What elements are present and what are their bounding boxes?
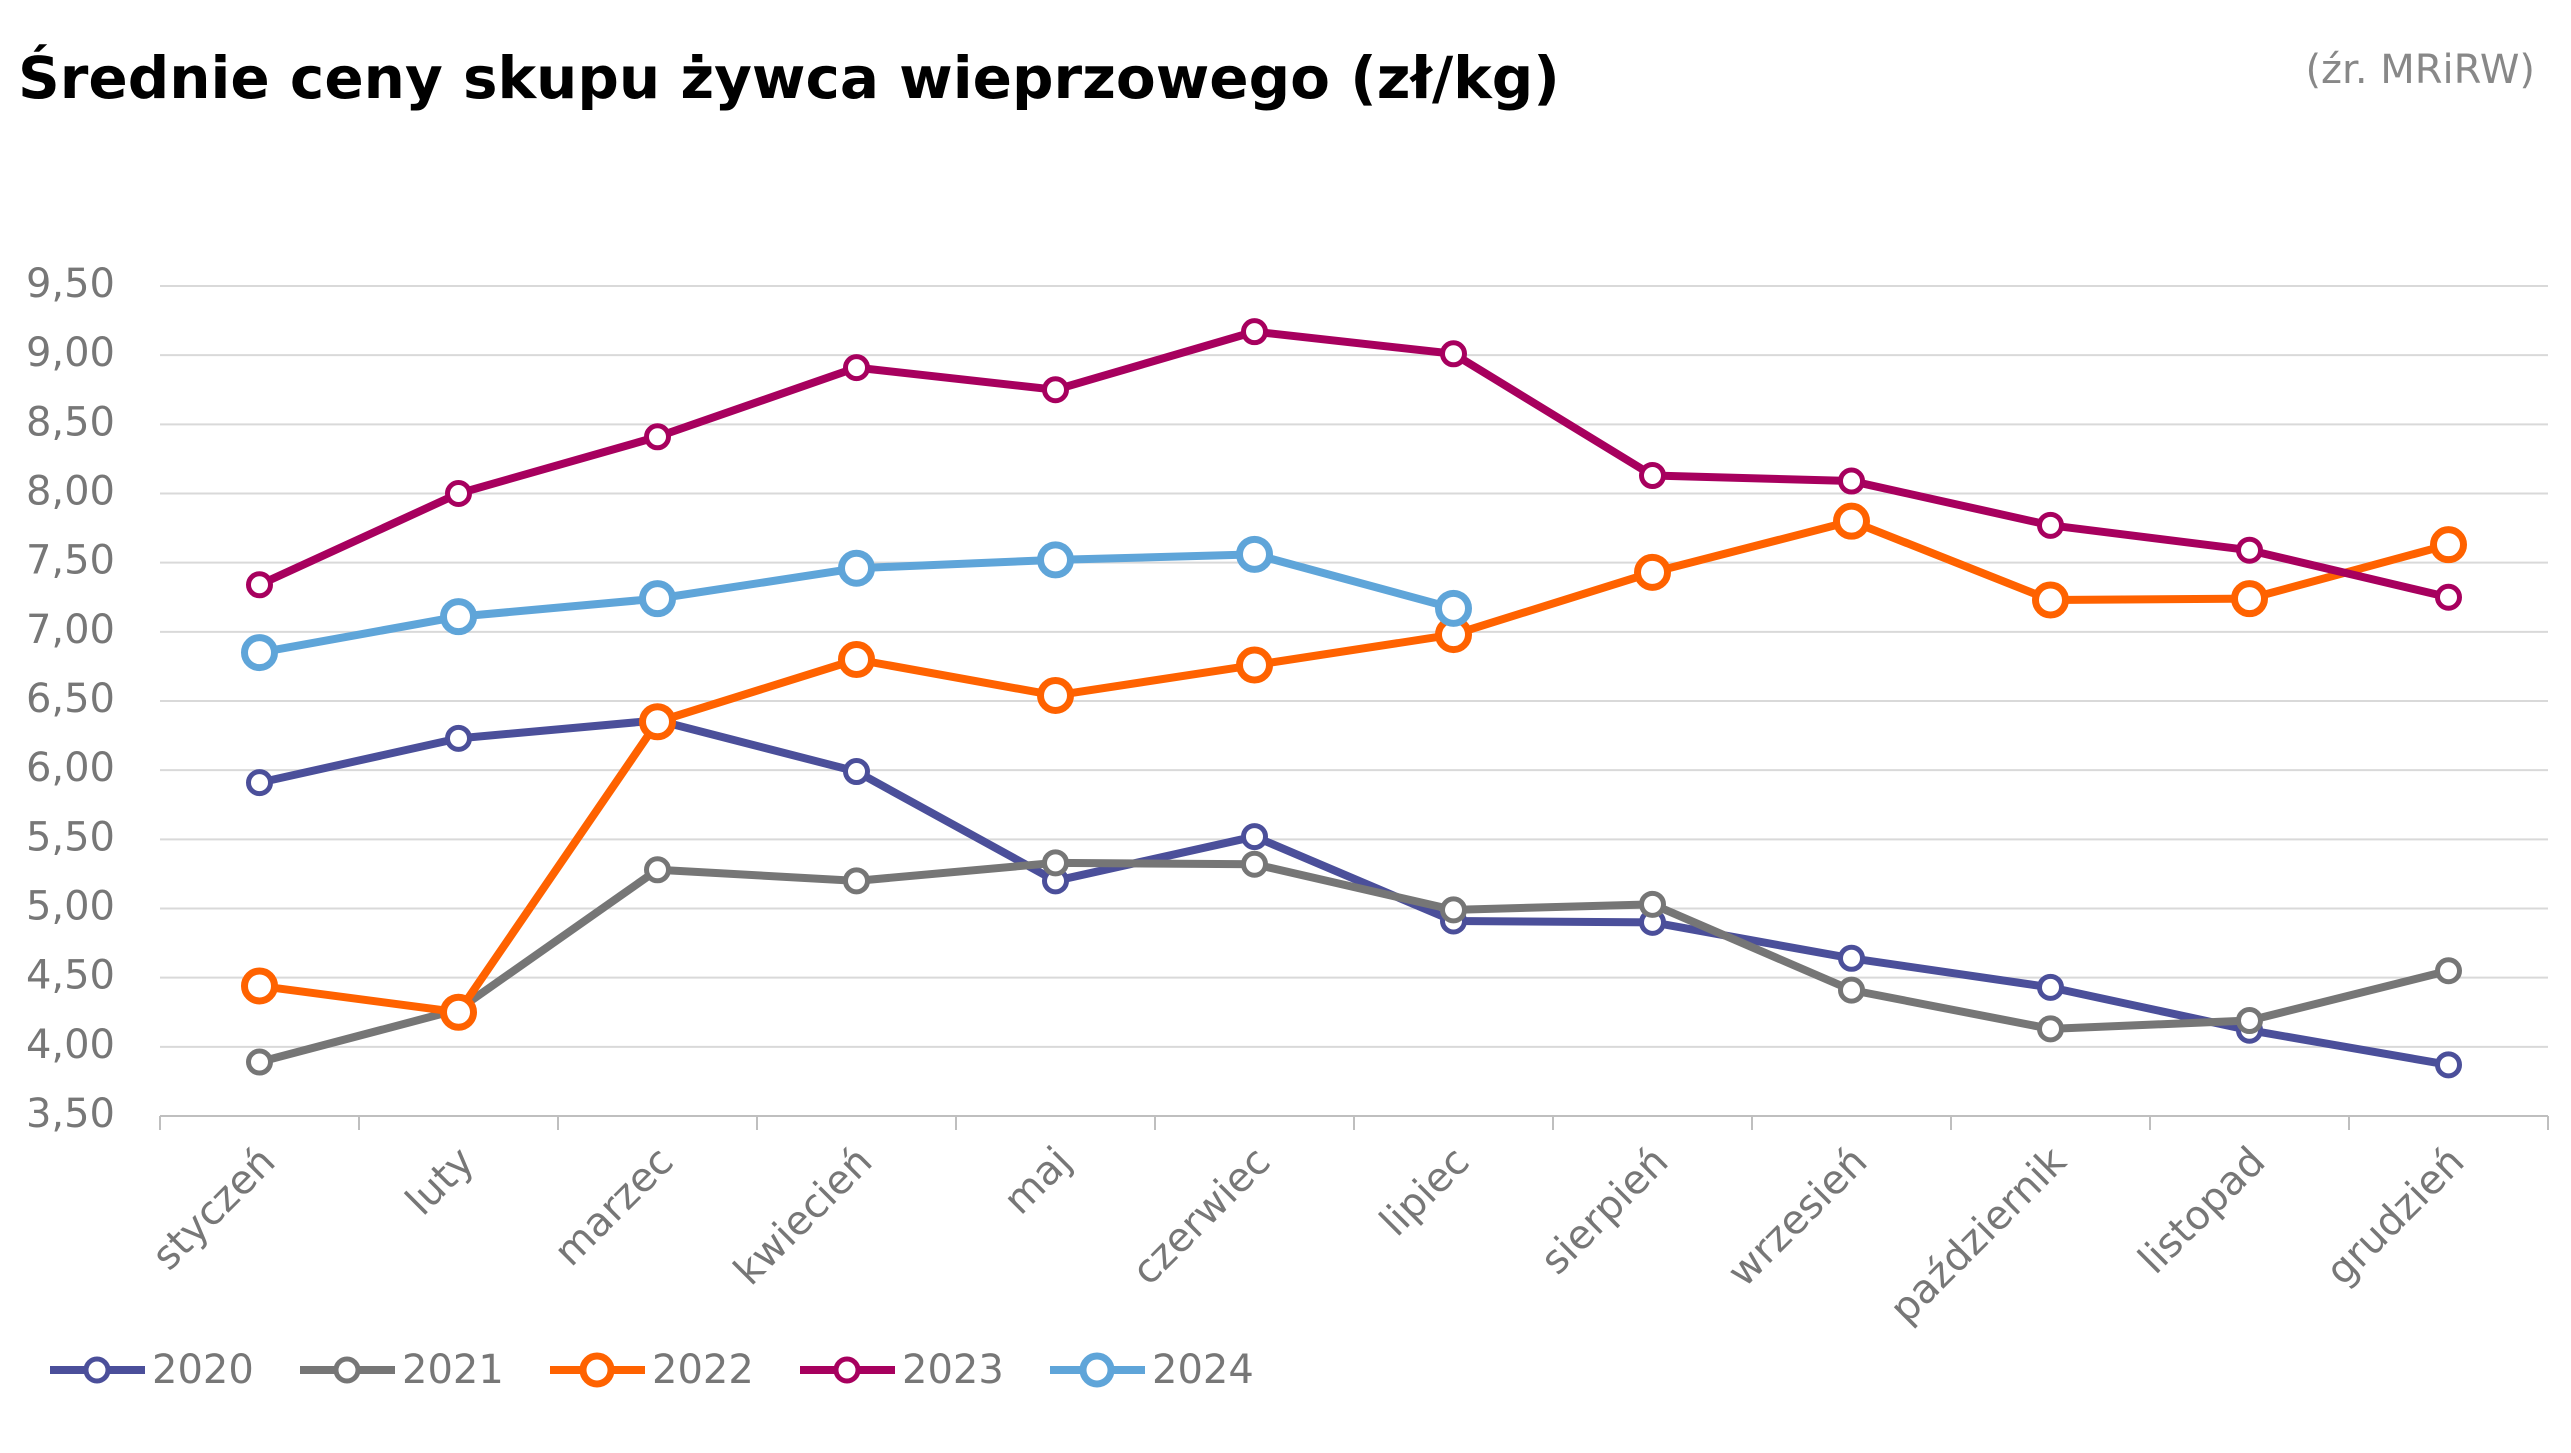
marker: [440, 993, 477, 1031]
legend-label: 2023: [902, 1347, 1004, 1393]
marker: [843, 758, 870, 786]
marker: [246, 1048, 273, 1076]
x-tick-label: marzec: [546, 1138, 683, 1275]
marker: [2435, 583, 2462, 611]
marker: [1838, 976, 1865, 1004]
legend-marker: [333, 1356, 361, 1384]
marker: [838, 549, 875, 587]
marker: [445, 480, 472, 507]
marker: [2037, 973, 2064, 1001]
marker: [1236, 535, 1273, 573]
marker: [1037, 541, 1074, 579]
marker: [1241, 823, 1268, 851]
y-tick-label: 6,50: [26, 676, 115, 722]
y-tick-label: 9,00: [26, 330, 115, 376]
y-tick-label: 6,00: [26, 745, 115, 791]
marker: [644, 423, 671, 451]
marker: [1634, 553, 1671, 591]
marker: [445, 724, 472, 752]
series-line: [258, 716, 2450, 1069]
legend-label: 2024: [1152, 1347, 1254, 1393]
marker: [1037, 676, 1074, 714]
x-tick-label: październik: [1881, 1138, 2076, 1333]
x-tick-label: grudzień: [2317, 1138, 2473, 1294]
marker: [1838, 467, 1865, 495]
legend-label: 2022: [652, 1347, 754, 1393]
series-line: [257, 327, 2450, 602]
marker: [1042, 849, 1069, 877]
marker: [639, 580, 676, 618]
x-tick-label: styczeń: [144, 1138, 285, 1279]
y-tick-label: 4,00: [26, 1022, 115, 1068]
marker: [2435, 1051, 2462, 1079]
marker: [1639, 890, 1666, 918]
marker: [838, 641, 875, 678]
marker: [2430, 526, 2467, 564]
marker: [241, 634, 278, 672]
y-tick-label: 3,50: [26, 1091, 115, 1137]
marker: [1236, 646, 1273, 684]
marker: [2231, 580, 2268, 618]
marker: [2435, 957, 2462, 985]
y-tick-label: 7,00: [26, 607, 115, 653]
marker: [1241, 318, 1268, 346]
legend-label: 2020: [152, 1347, 254, 1393]
marker: [241, 967, 278, 1005]
marker: [1833, 502, 1870, 540]
x-tick-label: maj: [995, 1138, 1080, 1223]
marker: [1440, 340, 1467, 368]
source: (źr. MRiRW): [2305, 47, 2535, 93]
x-tick-label: czerwiec: [1123, 1138, 1279, 1294]
marker: [1440, 896, 1467, 924]
marker: [843, 354, 870, 382]
x-tick-label: sierpień: [1532, 1138, 1677, 1283]
marker: [843, 867, 870, 895]
marker: [2037, 511, 2064, 539]
series-line: [258, 858, 2450, 1066]
marker: [2236, 536, 2263, 564]
legend-marker: [1079, 1352, 1115, 1388]
y-tick-label: 8,50: [26, 399, 115, 445]
y-tick-label: 9,50: [26, 261, 115, 307]
marker: [246, 571, 273, 599]
marker: [1241, 850, 1268, 878]
legend-label: 2021: [402, 1347, 504, 1393]
y-tick-label: 8,00: [26, 469, 115, 515]
series-line: [258, 517, 2450, 1017]
legend-marker: [83, 1356, 111, 1384]
y-tick-label: 5,50: [26, 814, 115, 860]
x-tick-label: kwiecień: [725, 1138, 881, 1294]
x-tick-label: lipiec: [1371, 1138, 1478, 1245]
marker: [1435, 589, 1472, 627]
marker: [246, 769, 273, 797]
y-tick-label: 7,50: [26, 538, 115, 584]
x-tick-label: listopad: [2130, 1138, 2275, 1283]
marker: [639, 703, 676, 741]
marker: [2032, 581, 2069, 619]
legend-marker: [579, 1352, 615, 1388]
x-tick-label: wrzesień: [1719, 1138, 1876, 1295]
marker: [1639, 462, 1666, 490]
marker: [1042, 376, 1069, 404]
marker: [644, 856, 671, 884]
marker: [1838, 944, 1865, 972]
y-tick-label: 4,50: [26, 953, 115, 999]
x-tick-label: luty: [397, 1138, 483, 1224]
marker: [440, 598, 477, 636]
chart-title: Średnie ceny skupu żywca wieprzowego (zł…: [18, 43, 1560, 112]
marker: [2236, 1007, 2263, 1035]
marker: [2037, 1015, 2064, 1043]
y-tick-label: 5,00: [26, 884, 115, 930]
legend-marker: [833, 1356, 861, 1384]
